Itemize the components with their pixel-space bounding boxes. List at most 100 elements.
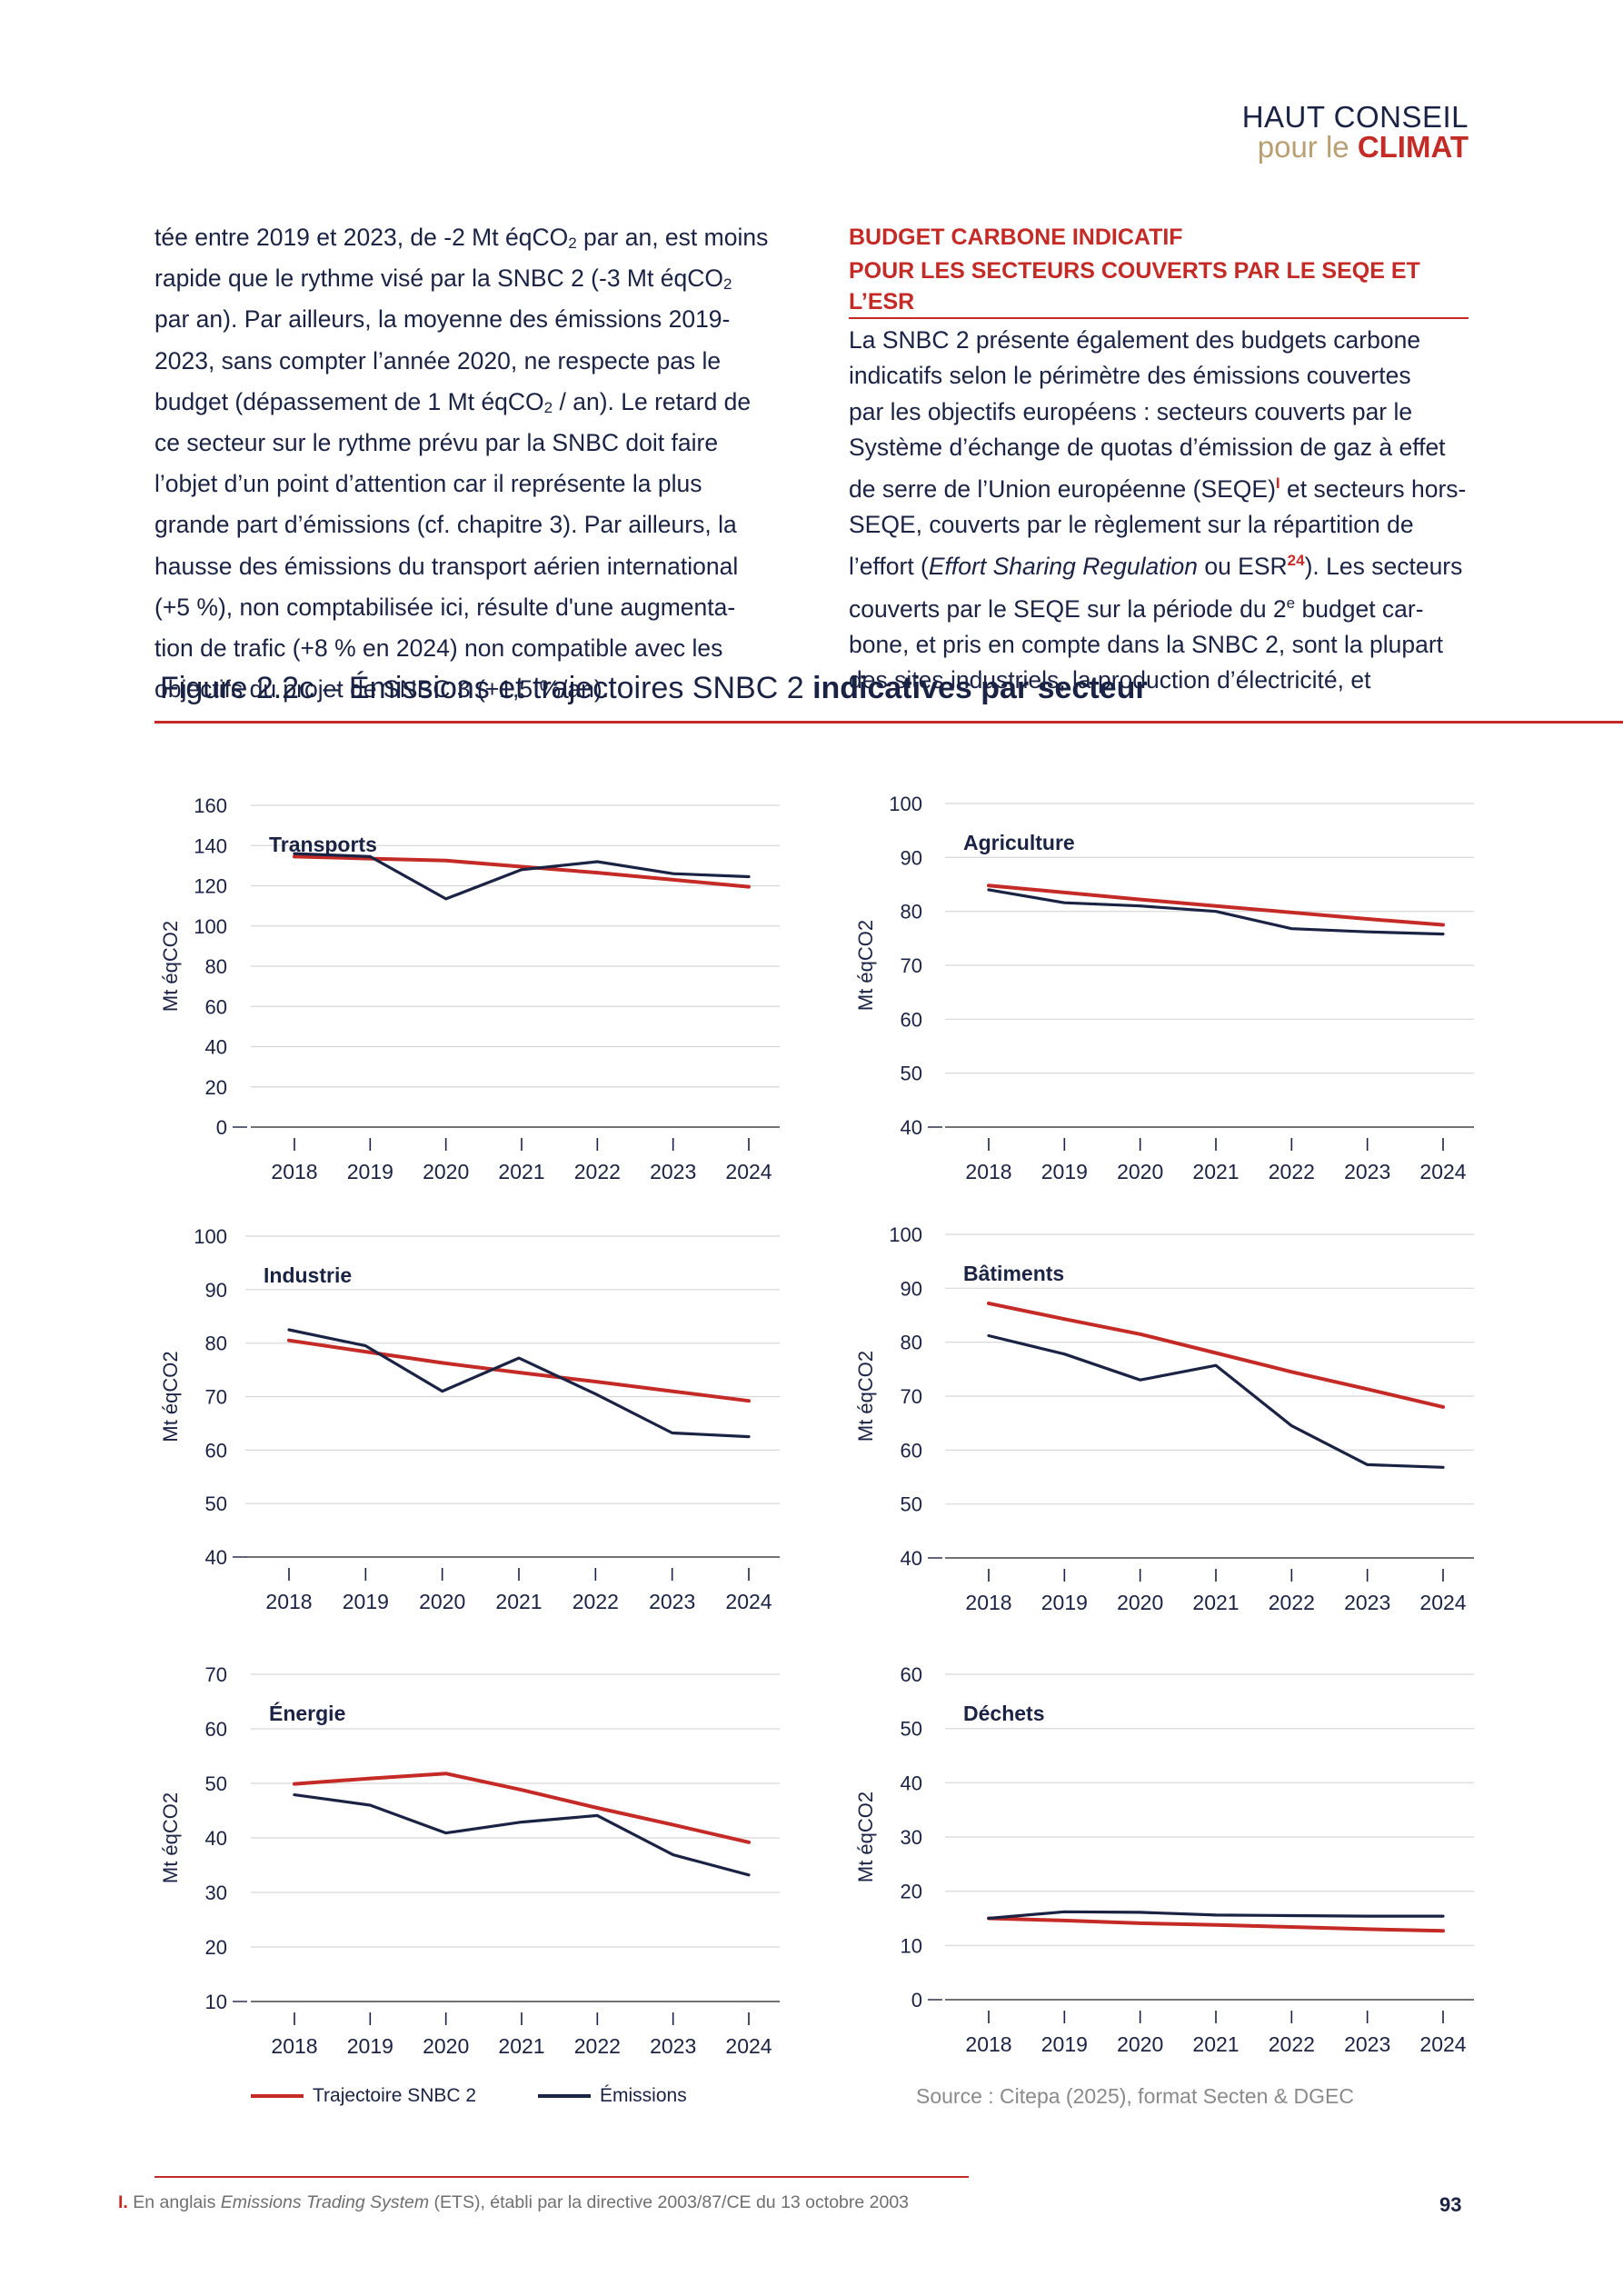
y-tick-label: 40	[205, 1827, 227, 1850]
body-line: couverts par le SEQE sur la période du 2…	[849, 594, 1424, 623]
y-tick-label: 60	[901, 1008, 922, 1031]
x-tick-label: 2024	[725, 1590, 772, 1613]
chart-2: 40 50 60 70 80 90 100 2018 2019 2020 2021 2022 2023 2…	[159, 1225, 780, 1613]
body-line: Système d’échange de quotas d’émission d…	[849, 433, 1446, 461]
body-line: l’objet d’un point d’attention car il re…	[154, 470, 702, 498]
series-line-emissions	[293, 852, 751, 901]
y-tick-label: 40	[901, 1547, 922, 1570]
x-tick-label: 2020	[423, 2034, 469, 2058]
y-tick-label: 80	[205, 955, 227, 978]
body-line: indicatifs selon le périmètre des émissi…	[849, 362, 1411, 390]
series-line-trajectoire	[987, 1916, 1445, 1933]
footnote-ref-24[interactable]: 24	[1287, 552, 1305, 570]
body-line: 2023, sans compter l’année 2020, ne resp…	[154, 346, 722, 374]
y-tick-label: 0	[216, 1116, 227, 1139]
x-tick-label: 2023	[1344, 1160, 1390, 1183]
x-tick-label: 2024	[725, 2034, 772, 2058]
y-tick-label: 80	[901, 1332, 922, 1354]
body-line: des sites industriels, la production d’é…	[849, 666, 1371, 694]
brand-line-haut-conseil: HAUT CONSEIL	[1241, 100, 1469, 134]
x-tick-label: 2023	[650, 2034, 696, 2058]
chart-5: 0 10 20 30 40 50 60 2018 2019 2020 2021 2022 2023 202…	[854, 1663, 1474, 2056]
body-line: de serre de l’Union européenne (SEQE)I e…	[849, 474, 1467, 504]
left-text-column: tée entre 2019 et 2023, de -2 Mt éqCO2 p…	[154, 220, 774, 713]
chart-title: Bâtiments	[963, 1262, 1064, 1285]
legend-label-trajectoire: Trajectoire SNBC 2	[313, 2085, 477, 2106]
x-tick-label: 2022	[573, 1590, 619, 1613]
y-tick-label: 0	[911, 1989, 922, 2011]
footnote-ref-I[interactable]: I	[1275, 474, 1280, 493]
body-line: par an). Par ailleurs, la moyenne des ém…	[154, 305, 731, 334]
x-tick-label: 2021	[1192, 1160, 1239, 1183]
y-tick-label: 50	[901, 1063, 922, 1085]
body-line: l’effort (Effort Sharing Regulation ou E…	[849, 552, 1463, 581]
x-tick-label: 2022	[1269, 1160, 1315, 1183]
y-tick-label: 160	[194, 794, 227, 817]
x-tick-label: 2018	[271, 2034, 317, 2058]
series-line-trajectoire	[987, 883, 1445, 927]
y-tick-label: 40	[205, 1546, 227, 1569]
chart-0: 0 20 40 60 80 100 120 140 160 2018 2019 2020 2021 202…	[159, 794, 780, 1183]
y-tick-label: 80	[205, 1333, 227, 1355]
chart-title: Déchets	[963, 1702, 1044, 1725]
x-tick-label: 2020	[1117, 1160, 1163, 1183]
body-line: tée entre 2019 et 2023, de -2 Mt éqCO2 p…	[154, 224, 769, 252]
y-tick-label: 10	[205, 1991, 227, 2013]
y-tick-label: 50	[901, 1493, 922, 1516]
y-tick-label: 90	[205, 1279, 227, 1302]
y-tick-label: 70	[205, 1663, 227, 1686]
body-line: SEQE, couverts par le règlement sur la r…	[849, 511, 1414, 539]
page-number: 93	[1439, 2193, 1462, 2216]
x-tick-label: 2019	[347, 2034, 393, 2058]
y-axis-label: Mt éqCO2	[159, 1351, 182, 1442]
x-tick-label: 2022	[574, 1160, 621, 1183]
y-tick-label: 100	[194, 915, 227, 938]
x-tick-label: 2022	[1269, 1591, 1315, 1614]
x-tick-label: 2021	[495, 1590, 542, 1613]
section-heading-line1: BUDGET CARBONE INDICATIF	[849, 225, 1183, 250]
x-tick-label: 2018	[265, 1590, 312, 1613]
y-tick-label: 60	[901, 1663, 922, 1686]
chart-title: Transports	[269, 833, 377, 856]
y-tick-label: 100	[889, 1223, 922, 1246]
x-tick-label: 2019	[343, 1590, 389, 1613]
x-tick-label: 2018	[965, 2032, 1011, 2056]
brand-climat: CLIMAT	[1357, 130, 1469, 164]
x-tick-label: 2019	[1041, 2032, 1088, 2056]
figure-title: Figure 2.2c – Émissions et trajectoires …	[160, 671, 1148, 705]
legend-swatch-trajectoire	[251, 2094, 304, 2098]
y-tick-label: 60	[205, 995, 227, 1018]
right-text-column: BUDGET CARBONE INDICATIF POUR LES SECTEU…	[849, 220, 1469, 698]
legend-emissions: Émissions	[538, 2085, 687, 2107]
x-tick-label: 2021	[1192, 1591, 1239, 1614]
body-line: tion de trafic (+8 % en 2024) non compat…	[154, 634, 723, 663]
series-line-emissions	[293, 1792, 751, 1877]
y-tick-label: 140	[194, 834, 227, 857]
y-tick-label: 80	[901, 901, 922, 923]
chart-title: Industrie	[264, 1263, 352, 1287]
figure-title-rule	[154, 721, 1623, 724]
y-tick-label: 60	[205, 1439, 227, 1462]
x-tick-label: 2018	[965, 1591, 1011, 1614]
legend-trajectoire: Trajectoire SNBC 2	[251, 2085, 476, 2107]
y-tick-label: 100	[194, 1225, 227, 1248]
y-tick-label: 40	[901, 1116, 922, 1139]
y-tick-label: 40	[901, 1772, 922, 1794]
y-tick-label: 60	[901, 1439, 922, 1462]
y-tick-label: 100	[889, 793, 922, 815]
section-heading-line2: POUR LES SECTEURS COUVERTS PAR LE SEQE E…	[849, 255, 1469, 320]
body-line: objectifs du projet de SNBC 3 (+1,5 %/an…	[154, 675, 610, 704]
x-tick-label: 2024	[1419, 1160, 1466, 1183]
y-axis-label: Mt éqCO2	[159, 921, 182, 1012]
x-tick-label: 2019	[347, 1160, 393, 1183]
series-line-emissions	[287, 1328, 751, 1439]
series-line-emissions	[987, 1910, 1445, 1921]
x-tick-label: 2022	[1269, 2032, 1315, 2056]
body-line: hausse des émissions du transport aérien…	[154, 552, 739, 580]
x-tick-label: 2023	[1344, 1591, 1390, 1614]
y-tick-label: 40	[205, 1036, 227, 1059]
y-tick-label: 20	[901, 1881, 922, 1903]
brand-line-pour-le-climat: pour le CLIMAT	[1242, 132, 1469, 162]
x-tick-label: 2020	[1117, 1591, 1163, 1614]
